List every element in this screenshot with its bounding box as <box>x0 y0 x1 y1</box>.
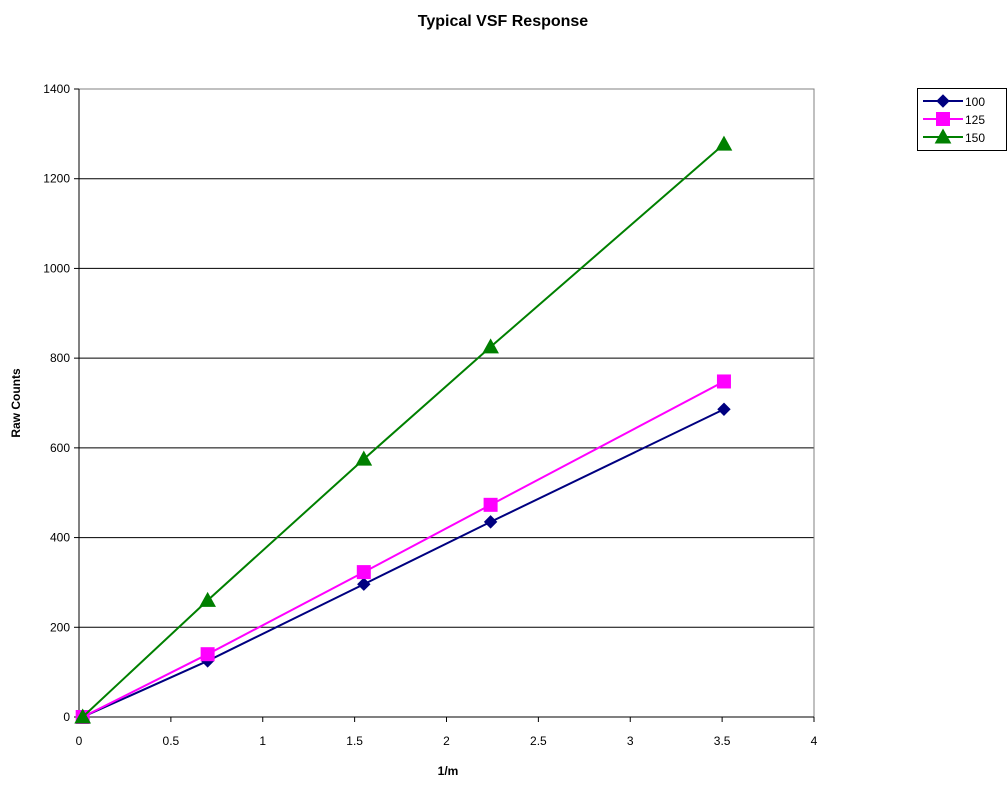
y-tick-label: 400 <box>50 531 70 545</box>
data-point-150 <box>715 135 733 151</box>
data-point-150 <box>199 591 216 607</box>
legend-label: 150 <box>965 131 985 145</box>
series-line-150 <box>81 143 725 718</box>
x-tick-label: 0.5 <box>163 734 180 748</box>
y-tick-label: 200 <box>50 620 70 634</box>
x-tick-label: 3.5 <box>714 734 731 748</box>
data-point-150 <box>74 708 92 724</box>
chart-title: Typical VSF Response <box>418 13 589 30</box>
x-tick-label: 1.5 <box>346 734 363 748</box>
data-point-100 <box>483 515 498 529</box>
x-tick-label: 2 <box>443 734 450 748</box>
x-tick-label: 1 <box>259 734 266 748</box>
legend-label: 125 <box>965 113 985 127</box>
data-point-100 <box>357 577 371 591</box>
data-point-150 <box>482 338 499 354</box>
plot-border <box>78 88 815 718</box>
series-line-125 <box>82 380 725 718</box>
y-tick-label: 800 <box>50 351 70 365</box>
y-tick-label: 1200 <box>43 172 70 186</box>
y-axis-title: Raw Counts <box>9 368 23 438</box>
data-point-150 <box>355 450 373 466</box>
y-tick-label: 600 <box>50 441 70 455</box>
legend-marker <box>936 94 950 108</box>
legend-marker <box>936 112 950 126</box>
data-point-125 <box>716 374 731 389</box>
y-tick-label: 0 <box>63 710 70 724</box>
x-tick-label: 2.5 <box>530 734 547 748</box>
data-point-125 <box>356 565 371 580</box>
data-point-100 <box>717 402 731 416</box>
data-point-125 <box>200 647 215 662</box>
y-tick-label: 1000 <box>43 261 70 275</box>
y-tick-label: 1400 <box>43 82 70 96</box>
data-point-125 <box>483 497 498 512</box>
x-tick-label: 0 <box>76 734 83 748</box>
x-tick-label: 3 <box>627 734 634 748</box>
x-tick-label: 4 <box>811 734 818 748</box>
x-axis-title: 1/m <box>438 764 459 778</box>
series-line-100 <box>82 408 725 718</box>
legend-label: 100 <box>965 95 985 109</box>
legend: 100 125 150 <box>917 88 1007 151</box>
legend-marker <box>934 128 952 144</box>
plot-area: 0 200 400 600 800 1000 1200 1400 0 0.5 1 1.5 2 2.5 3 3.… <box>43 82 817 748</box>
